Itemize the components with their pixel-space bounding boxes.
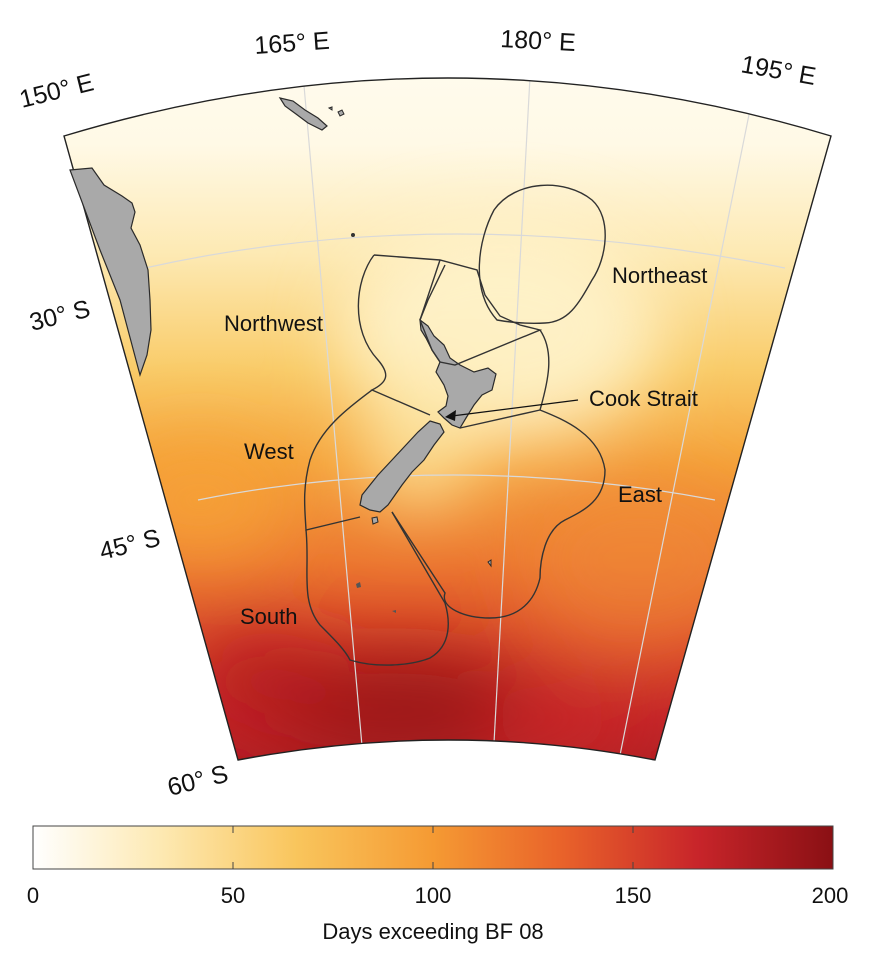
colorbar-tick-0: 0 [27, 883, 39, 908]
colorbar: 0 50 100 150 200 Days exceeding BF 08 [27, 825, 849, 944]
land-stewart-island [371, 516, 379, 525]
colorbar-tick-100: 100 [415, 883, 452, 908]
region-label-west: West [244, 439, 294, 464]
longitude-label-195: 195° E [739, 50, 818, 91]
region-label-northeast: Northeast [612, 263, 707, 288]
land-south-island [359, 420, 445, 513]
colorbar-tick-150: 150 [615, 883, 652, 908]
region-south-outline [305, 511, 449, 666]
region-east-outline [391, 329, 606, 619]
region-label-east: East [618, 482, 662, 507]
land-chatham-islands [487, 559, 492, 568]
land-campbell-island [392, 610, 396, 613]
colorbar-tick-50: 50 [221, 883, 245, 908]
land-islet [327, 106, 333, 111]
region-label-northwest: Northwest [224, 311, 323, 336]
colorbar-title: Days exceeding BF 08 [322, 919, 543, 944]
region-west-outline [303, 389, 373, 531]
latitude-label-30: 30° S [27, 295, 93, 337]
colorbar-tick-200: 200 [812, 883, 849, 908]
land-new-caledonia [278, 97, 328, 131]
latitude-label-60: 60° S [165, 760, 231, 802]
land-islet [337, 109, 345, 117]
map-frame [63, 77, 832, 761]
heatmap-field [64, 78, 831, 760]
land-australia [69, 167, 152, 378]
region-label-cook-strait: Cook Strait [589, 386, 698, 411]
region-boundaries [303, 184, 606, 666]
land-auckland-islands [356, 582, 361, 588]
region-northeast-outline [478, 184, 606, 324]
colorbar-ticks [232, 826, 634, 869]
land-north-island [419, 318, 497, 429]
graticule [144, 78, 786, 760]
latitude-label-45: 45° S [97, 524, 163, 566]
longitude-label-180: 180° E [500, 25, 577, 57]
cook-strait-arrow [445, 399, 579, 421]
colorbar-gradient [32, 825, 834, 870]
longitude-label-165: 165° E [253, 27, 330, 60]
land-norfolk-island [351, 233, 355, 237]
longitude-label-150: 150° E [17, 68, 97, 113]
region-label-south: South [240, 604, 298, 629]
